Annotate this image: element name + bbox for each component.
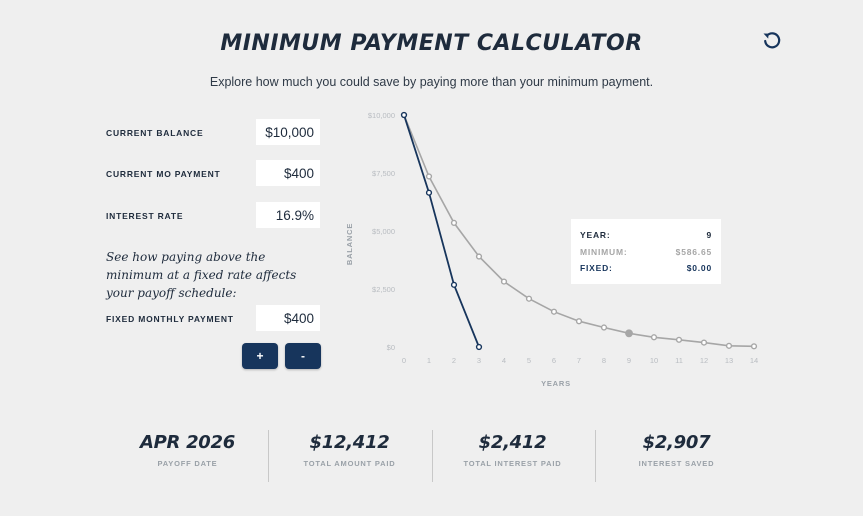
data-point-minimum (475, 253, 483, 260)
stat-interest-saved: $2,907 INTEREST SAVED (595, 432, 758, 468)
data-point-minimum (525, 295, 533, 302)
decrease-payment-button[interactable]: - (285, 343, 321, 369)
tooltip-year-value: 9 (706, 230, 712, 240)
data-point-minimum (550, 308, 558, 315)
current-balance-input[interactable] (256, 119, 320, 145)
stat-label: TOTAL AMOUNT PAID (303, 459, 396, 468)
x-tick-label: 7 (577, 356, 581, 365)
stat-divider (432, 430, 433, 482)
data-point-minimum (500, 278, 508, 285)
page-subtitle: Explore how much you could save by payin… (209, 75, 654, 89)
x-tick-label: 14 (750, 356, 758, 365)
current-balance-label: CURRENT BALANCE (106, 128, 204, 138)
interest-rate-label: INTEREST RATE (106, 211, 184, 221)
x-tick-label: 10 (650, 356, 658, 365)
interest-rate-input[interactable] (256, 202, 320, 228)
data-point-fixed (400, 111, 408, 119)
chart-tooltip: YEAR: 9 MINIMUM: $586.65 FIXED: $0.00 (571, 219, 721, 284)
data-point-fixed (450, 281, 458, 288)
data-point-minimum (600, 324, 608, 331)
stat-value: $12,412 (309, 432, 390, 453)
x-tick-label: 4 (502, 356, 506, 365)
tooltip-minimum-value: $586.65 (675, 247, 712, 257)
data-point-fixed (475, 343, 483, 351)
x-tick-label: 1 (427, 356, 431, 365)
x-tick-label: 2 (452, 356, 456, 365)
current-payment-input[interactable] (256, 160, 320, 186)
current-payment-label: CURRENT MO PAYMENT (106, 169, 221, 179)
data-point-fixed (425, 189, 433, 196)
stat-divider (268, 430, 269, 482)
stat-value: $2,907 (642, 432, 711, 453)
x-tick-label: 0 (402, 356, 406, 365)
tooltip-year-label: YEAR: (580, 230, 611, 240)
x-tick-label: 13 (725, 356, 733, 365)
x-tick-label: 8 (602, 356, 606, 365)
y-tick-label: $5,000 (372, 227, 395, 236)
stat-divider (595, 430, 596, 482)
stat-label: INTEREST SAVED (638, 459, 715, 468)
stat-value: $2,412 (478, 432, 547, 453)
y-tick-label: $2,500 (372, 285, 395, 294)
data-point-minimum (675, 336, 683, 343)
x-tick-label: 6 (552, 356, 556, 365)
y-axis-title: BALANCE (345, 223, 354, 265)
y-tick-label: $10,000 (368, 111, 395, 120)
fixed-payment-label: FIXED MONTHLY PAYMENT (106, 314, 234, 324)
data-point-minimum (700, 339, 708, 346)
data-point-minimum (425, 173, 433, 180)
data-point-minimum (625, 329, 633, 338)
reset-icon (763, 32, 781, 49)
stat-payoff-date: APR 2026 PAYOFF DATE (106, 432, 269, 468)
stat-total-amount-paid: $12,412 TOTAL AMOUNT PAID (268, 432, 431, 468)
data-point-minimum (650, 334, 658, 341)
x-axis-title: YEARS (541, 379, 571, 388)
y-tick-label: $0 (387, 343, 395, 352)
data-point-minimum (750, 343, 758, 350)
data-point-minimum (725, 342, 733, 349)
stat-total-interest-paid: $2,412 TOTAL INTEREST PAID (431, 432, 594, 468)
stat-label: PAYOFF DATE (157, 459, 218, 468)
x-tick-label: 5 (527, 356, 531, 365)
reset-button[interactable] (760, 28, 784, 52)
y-tick-label: $7,500 (372, 169, 395, 178)
increase-payment-button[interactable]: + (242, 343, 278, 369)
x-tick-label: 3 (477, 356, 481, 365)
data-point-minimum (450, 219, 458, 226)
series-line-fixed (403, 114, 480, 348)
x-tick-label: 11 (675, 356, 683, 365)
tooltip-minimum-label: MINIMUM: (580, 247, 628, 257)
stat-value: APR 2026 (140, 432, 235, 453)
fixed-rate-note: See how paying above the minimum at a fi… (106, 250, 297, 300)
tooltip-fixed-value: $0.00 (686, 263, 712, 273)
stat-label: TOTAL INTEREST PAID (463, 459, 562, 468)
x-tick-label: 12 (700, 356, 708, 365)
fixed-payment-input[interactable] (256, 305, 320, 331)
tooltip-fixed-label: FIXED: (580, 263, 613, 273)
x-tick-label: 9 (627, 356, 631, 365)
page-title: MINIMUM PAYMENT CALCULATOR (220, 31, 643, 56)
data-point-minimum (575, 318, 583, 325)
